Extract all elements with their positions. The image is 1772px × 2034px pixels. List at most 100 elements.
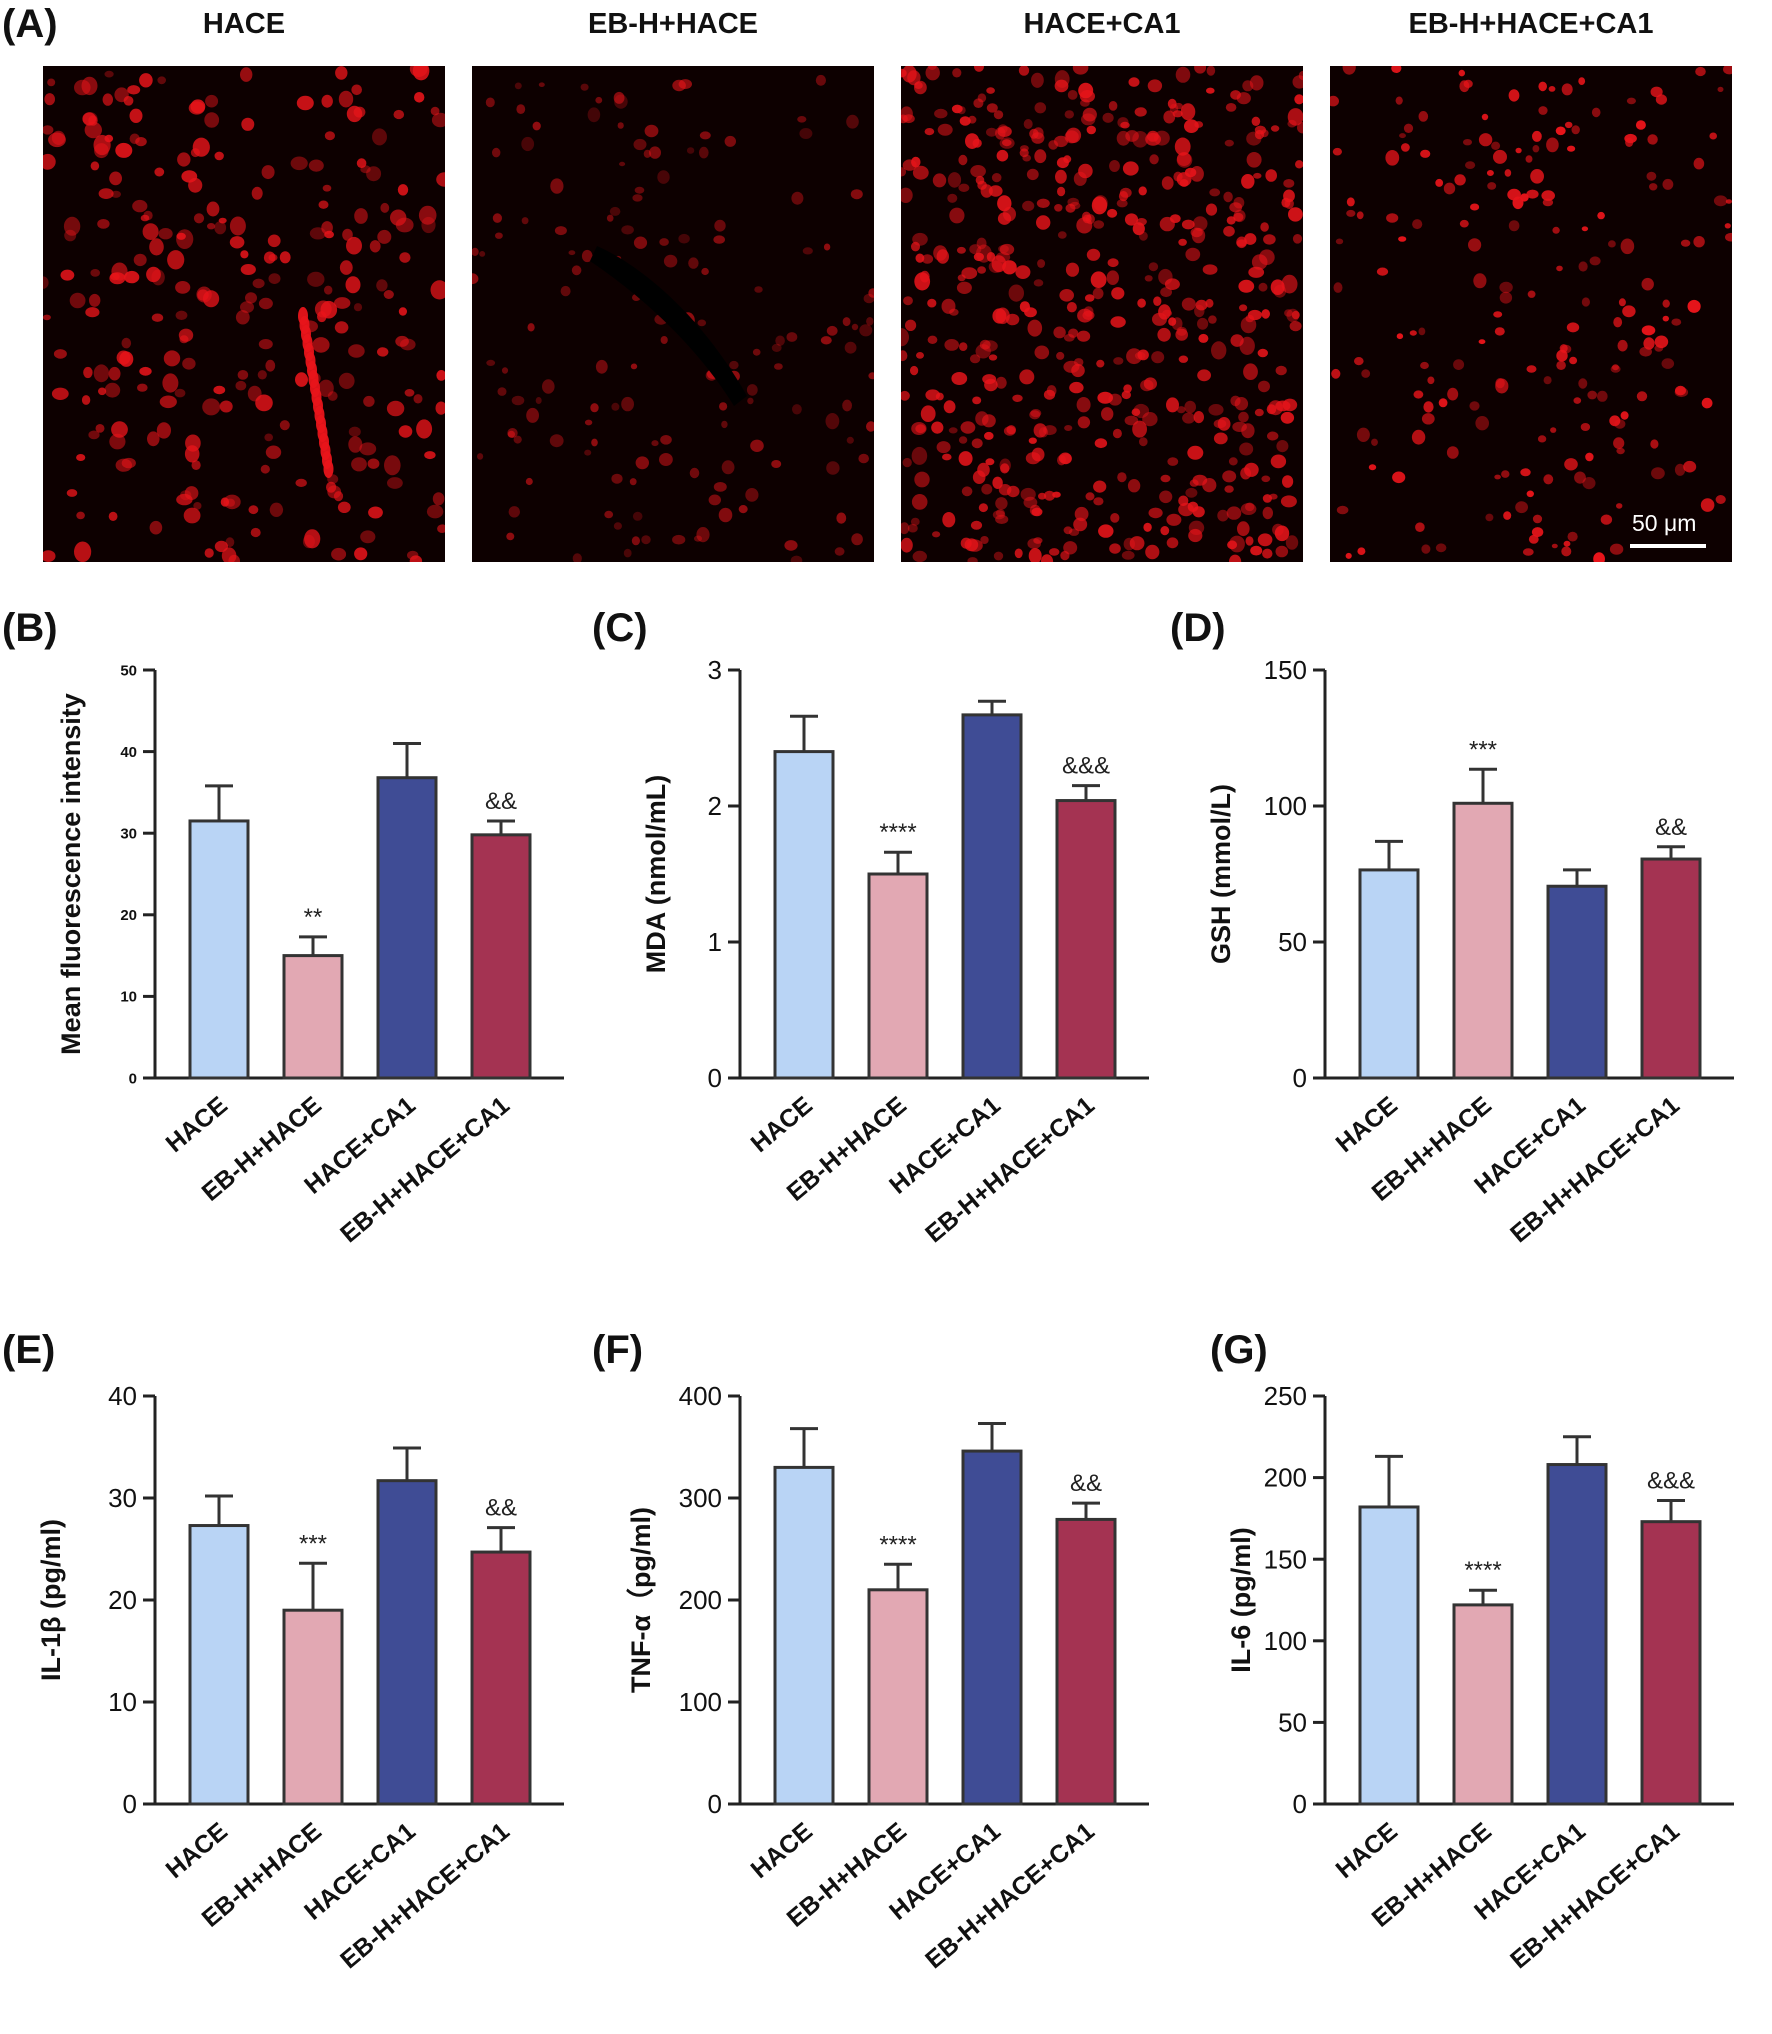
y-tick-label: 100 xyxy=(1264,1626,1307,1656)
stained-nucleus xyxy=(386,400,405,417)
stained-nucleus xyxy=(1346,197,1355,207)
stained-nucleus xyxy=(176,232,186,240)
stained-nucleus xyxy=(660,435,672,445)
stained-nucleus xyxy=(988,354,998,361)
stained-nucleus xyxy=(1270,454,1287,469)
stained-nucleus xyxy=(1190,227,1203,238)
stained-nucleus xyxy=(1031,72,1044,88)
stained-nucleus xyxy=(560,285,571,297)
stained-nucleus xyxy=(986,87,995,94)
stained-nucleus xyxy=(1093,497,1104,506)
bar-eb-h-plus-hace-plus-ca1 xyxy=(1055,799,1117,1080)
stained-nucleus xyxy=(324,131,335,141)
stained-nucleus xyxy=(1015,265,1031,279)
stained-nucleus xyxy=(1138,186,1147,196)
stained-nucleus xyxy=(1470,203,1480,211)
stained-nucleus xyxy=(797,116,807,123)
stained-nucleus xyxy=(397,184,409,196)
stained-nucleus xyxy=(611,402,620,411)
stained-nucleus xyxy=(1184,400,1196,414)
stained-nucleus xyxy=(184,486,199,501)
stained-nucleus xyxy=(1494,474,1501,480)
stained-nucleus xyxy=(1287,108,1303,126)
stained-nucleus xyxy=(84,121,102,139)
stained-nucleus xyxy=(1649,183,1658,191)
y-tick-label: 1 xyxy=(708,927,722,957)
stained-nucleus xyxy=(1687,299,1701,313)
stained-nucleus xyxy=(1587,390,1597,400)
stained-nucleus xyxy=(721,460,735,475)
stained-nucleus xyxy=(1180,103,1196,121)
stained-nucleus xyxy=(619,161,626,167)
stained-nucleus xyxy=(1043,425,1057,436)
stained-nucleus xyxy=(1573,397,1582,404)
stained-nucleus xyxy=(934,108,948,119)
stained-nucleus xyxy=(1613,317,1623,328)
stained-nucleus xyxy=(1258,380,1270,393)
x-tick-label: EB-H+HACE+CA1 xyxy=(335,1091,515,1248)
stained-nucleus xyxy=(1600,514,1613,525)
stained-nucleus xyxy=(932,173,947,188)
stained-nucleus xyxy=(1152,312,1167,326)
stained-nucleus xyxy=(409,555,423,562)
stained-nucleus xyxy=(43,125,54,135)
stained-nucleus xyxy=(1650,86,1663,98)
stained-nucleus xyxy=(430,280,445,300)
stained-nucleus xyxy=(1399,133,1406,139)
stained-nucleus xyxy=(279,251,291,264)
stained-nucleus xyxy=(307,271,325,287)
stained-nucleus xyxy=(1616,447,1625,455)
stained-nucleus xyxy=(1205,298,1214,308)
stained-nucleus xyxy=(1493,149,1507,164)
stained-nucleus xyxy=(1616,503,1623,509)
stained-nucleus xyxy=(139,366,152,376)
x-tick-label: HACE xyxy=(746,1817,818,1884)
stained-nucleus xyxy=(672,79,686,92)
stained-nucleus xyxy=(83,366,93,379)
y-tick-label: 400 xyxy=(679,1381,722,1411)
stained-nucleus xyxy=(204,548,214,558)
significance-marker: &&& xyxy=(1062,753,1110,780)
y-axis-label: TNF-α（pg/ml) xyxy=(626,1507,656,1693)
stained-nucleus xyxy=(943,400,956,414)
stained-nucleus xyxy=(1556,349,1568,362)
stained-nucleus xyxy=(1036,215,1051,230)
stained-nucleus xyxy=(1034,149,1047,164)
stained-nucleus xyxy=(1175,66,1191,83)
stained-nucleus xyxy=(43,276,49,289)
stained-nucleus xyxy=(1254,125,1266,135)
stained-nucleus xyxy=(345,276,361,294)
stained-nucleus xyxy=(108,366,121,381)
stained-nucleus xyxy=(1662,178,1674,190)
stained-nucleus xyxy=(1597,390,1608,402)
stained-nucleus xyxy=(719,402,728,411)
stained-nucleus xyxy=(554,226,567,236)
stained-nucleus xyxy=(901,187,913,203)
stained-nucleus xyxy=(180,490,192,501)
stained-nucleus xyxy=(774,363,783,370)
panel-label-d: (D) xyxy=(1170,606,1226,650)
stained-nucleus xyxy=(1124,213,1139,226)
stained-nucleus xyxy=(1346,209,1356,217)
stained-nucleus xyxy=(1495,378,1509,394)
stained-nucleus xyxy=(1641,277,1654,291)
stained-nucleus xyxy=(1071,363,1085,378)
stained-nucleus xyxy=(1067,197,1079,207)
stained-nucleus xyxy=(1074,506,1089,522)
stained-nucleus xyxy=(572,553,582,562)
stained-nucleus xyxy=(1447,387,1459,401)
stained-nucleus xyxy=(1253,172,1262,179)
stained-nucleus xyxy=(1289,321,1302,332)
stained-nucleus xyxy=(1724,223,1731,229)
stained-nucleus xyxy=(791,191,804,205)
stained-nucleus xyxy=(395,335,409,347)
stained-nucleus xyxy=(495,232,503,239)
stained-nucleus xyxy=(970,520,983,530)
significance-marker: &&& xyxy=(1647,1467,1695,1494)
stained-nucleus xyxy=(265,359,276,372)
y-tick-label: 3 xyxy=(708,655,722,685)
stained-nucleus xyxy=(1036,198,1050,208)
stained-nucleus xyxy=(1508,220,1520,232)
stained-nucleus xyxy=(1409,330,1417,336)
stained-nucleus xyxy=(1184,119,1199,133)
